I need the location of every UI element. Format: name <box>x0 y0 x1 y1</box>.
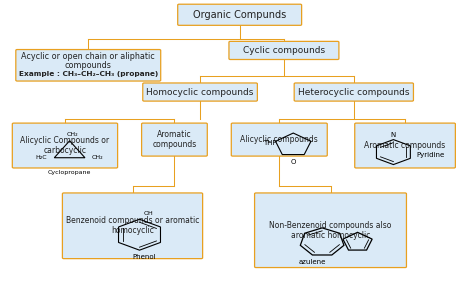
Text: Aromatic compounds: Aromatic compounds <box>365 141 446 150</box>
Text: Alicyclic compounds: Alicyclic compounds <box>240 135 318 144</box>
FancyBboxPatch shape <box>255 193 407 268</box>
Text: O: O <box>291 159 296 165</box>
FancyBboxPatch shape <box>231 123 327 156</box>
Text: Alicyclic Compounds or
carbocyclic: Alicyclic Compounds or carbocyclic <box>20 136 109 155</box>
Text: Organic Compunds: Organic Compunds <box>193 10 286 20</box>
FancyBboxPatch shape <box>142 123 207 156</box>
Text: Heterocyclic compounds: Heterocyclic compounds <box>298 88 410 97</box>
Text: Example : CH₃–CH₂–CH₃ (propane): Example : CH₃–CH₂–CH₃ (propane) <box>18 71 158 77</box>
FancyBboxPatch shape <box>229 41 339 59</box>
FancyBboxPatch shape <box>178 4 301 25</box>
FancyBboxPatch shape <box>355 123 456 168</box>
Text: OH: OH <box>143 211 153 216</box>
FancyBboxPatch shape <box>63 193 202 259</box>
Text: THF: THF <box>263 140 277 146</box>
FancyBboxPatch shape <box>143 83 257 101</box>
Text: Homocyclic compounds: Homocyclic compounds <box>146 88 254 97</box>
Text: Pyridine: Pyridine <box>417 152 445 158</box>
Text: Acyclic or open chain or aliphatic: Acyclic or open chain or aliphatic <box>21 52 155 61</box>
FancyBboxPatch shape <box>12 123 118 168</box>
Text: Phenol: Phenol <box>132 254 156 260</box>
FancyBboxPatch shape <box>294 83 413 101</box>
Text: Aromatic
compounds: Aromatic compounds <box>152 130 197 149</box>
Text: H₂C: H₂C <box>36 155 47 160</box>
Text: compounds: compounds <box>65 61 112 70</box>
Text: CH₂: CH₂ <box>66 132 78 137</box>
FancyBboxPatch shape <box>16 50 161 81</box>
Text: Benzenoid compounds or aromatic
homocyclic: Benzenoid compounds or aromatic homocycl… <box>66 216 199 236</box>
Text: Cyclopropane: Cyclopropane <box>48 170 91 175</box>
Text: CH₂: CH₂ <box>92 155 103 160</box>
Text: N: N <box>391 132 396 138</box>
Text: azulene: azulene <box>298 260 326 266</box>
Text: Non-Benzenoid compounds also
aromatic homocyclic: Non-Benzenoid compounds also aromatic ho… <box>269 220 392 240</box>
Text: Cyclic compounds: Cyclic compounds <box>243 46 325 55</box>
